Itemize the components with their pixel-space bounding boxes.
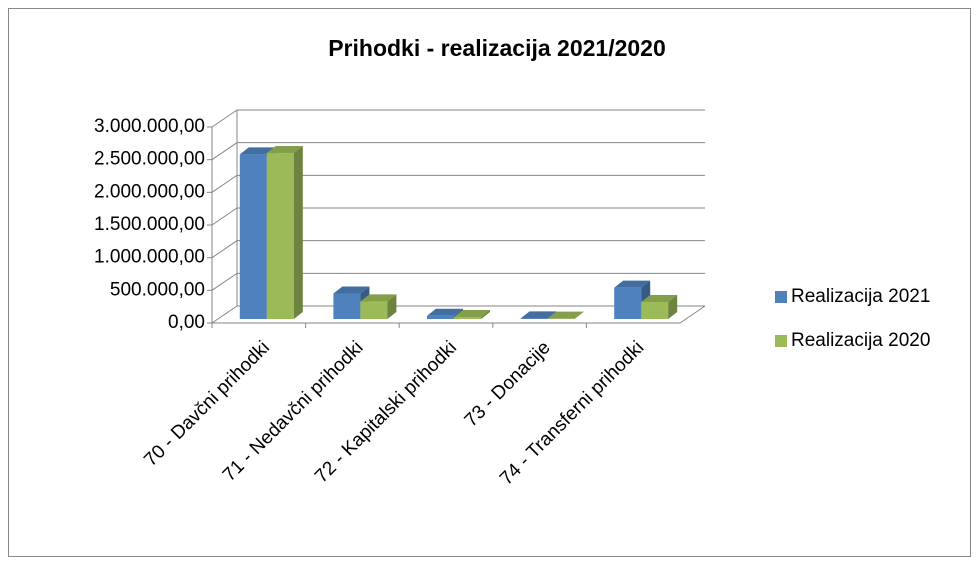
bar [614,287,642,319]
bar [266,153,294,319]
bar-top [520,311,557,319]
bar [333,293,361,319]
grid-line [211,240,705,259]
floor [212,305,706,324]
bar-top [454,310,490,318]
bar-side [387,294,397,319]
bar-side [574,311,584,319]
y-tick-label: 2.000.000,00 [94,181,205,202]
chart-title: Prihodki - realizacija 2021/2020 [328,35,666,61]
bar-top [641,295,678,303]
chart-border [8,8,971,557]
grid-line [211,305,705,324]
grid-line [211,142,705,161]
bar-side [481,310,490,319]
legend-swatch [775,291,787,303]
y-tick-label: 2.500.000,00 [94,149,205,170]
bar [454,317,481,319]
bar-side [293,146,303,319]
bar-top [547,311,584,319]
y-tick-label: 1.000.000,00 [94,247,205,268]
grid-line [211,207,705,226]
y-tick-label: 0,00 [168,312,205,333]
grid-line [211,272,705,291]
bar-top [239,147,276,155]
bar-top [614,280,651,288]
bar-top [427,308,463,316]
bar-top [266,146,303,154]
bar [360,301,388,319]
bar-side [668,295,678,319]
bar [520,318,548,319]
bar-top [360,294,397,302]
legend-label: Realizacija 2021 [791,286,930,307]
y-tick-label: 3.000.000,00 [94,116,205,137]
bar-top [333,286,370,294]
grid-line [211,174,705,193]
legend-swatch [775,335,787,347]
y-tick-label: 1.500.000,00 [94,214,205,235]
grid-line [211,109,705,128]
bar [239,154,267,319]
bar [641,302,669,319]
bar [427,315,454,319]
legend-label: Realizacija 2020 [791,330,930,351]
y-tick-label: 500.000,00 [110,279,205,300]
